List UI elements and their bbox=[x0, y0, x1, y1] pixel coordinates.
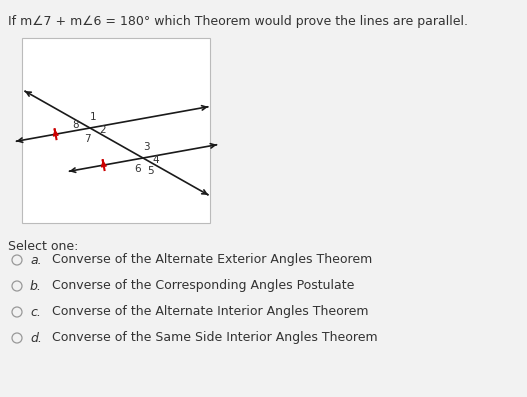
Text: b.: b. bbox=[30, 279, 42, 293]
Text: 1: 1 bbox=[90, 112, 96, 122]
Circle shape bbox=[12, 281, 22, 291]
Text: Converse of the Alternate Interior Angles Theorem: Converse of the Alternate Interior Angle… bbox=[52, 306, 368, 318]
Text: If m∠7 + m∠6 = 180° which Theorem would prove the lines are parallel.: If m∠7 + m∠6 = 180° which Theorem would … bbox=[8, 15, 468, 28]
Text: Converse of the Alternate Exterior Angles Theorem: Converse of the Alternate Exterior Angle… bbox=[52, 254, 372, 266]
Text: 2: 2 bbox=[100, 125, 106, 135]
Circle shape bbox=[12, 255, 22, 265]
Text: 5: 5 bbox=[148, 166, 154, 176]
Bar bbox=[22, 38, 210, 223]
Text: d.: d. bbox=[30, 331, 42, 345]
Text: a.: a. bbox=[30, 254, 42, 266]
Text: c.: c. bbox=[30, 306, 41, 318]
Text: 7: 7 bbox=[84, 134, 90, 144]
Text: 3: 3 bbox=[143, 142, 149, 152]
Text: Converse of the Same Side Interior Angles Theorem: Converse of the Same Side Interior Angle… bbox=[52, 331, 378, 345]
Text: Select one:: Select one: bbox=[8, 240, 79, 253]
Text: 4: 4 bbox=[153, 155, 159, 165]
Text: 8: 8 bbox=[73, 120, 79, 130]
Text: Converse of the Corresponding Angles Postulate: Converse of the Corresponding Angles Pos… bbox=[52, 279, 354, 293]
Circle shape bbox=[12, 333, 22, 343]
Circle shape bbox=[12, 307, 22, 317]
Text: 6: 6 bbox=[135, 164, 141, 174]
